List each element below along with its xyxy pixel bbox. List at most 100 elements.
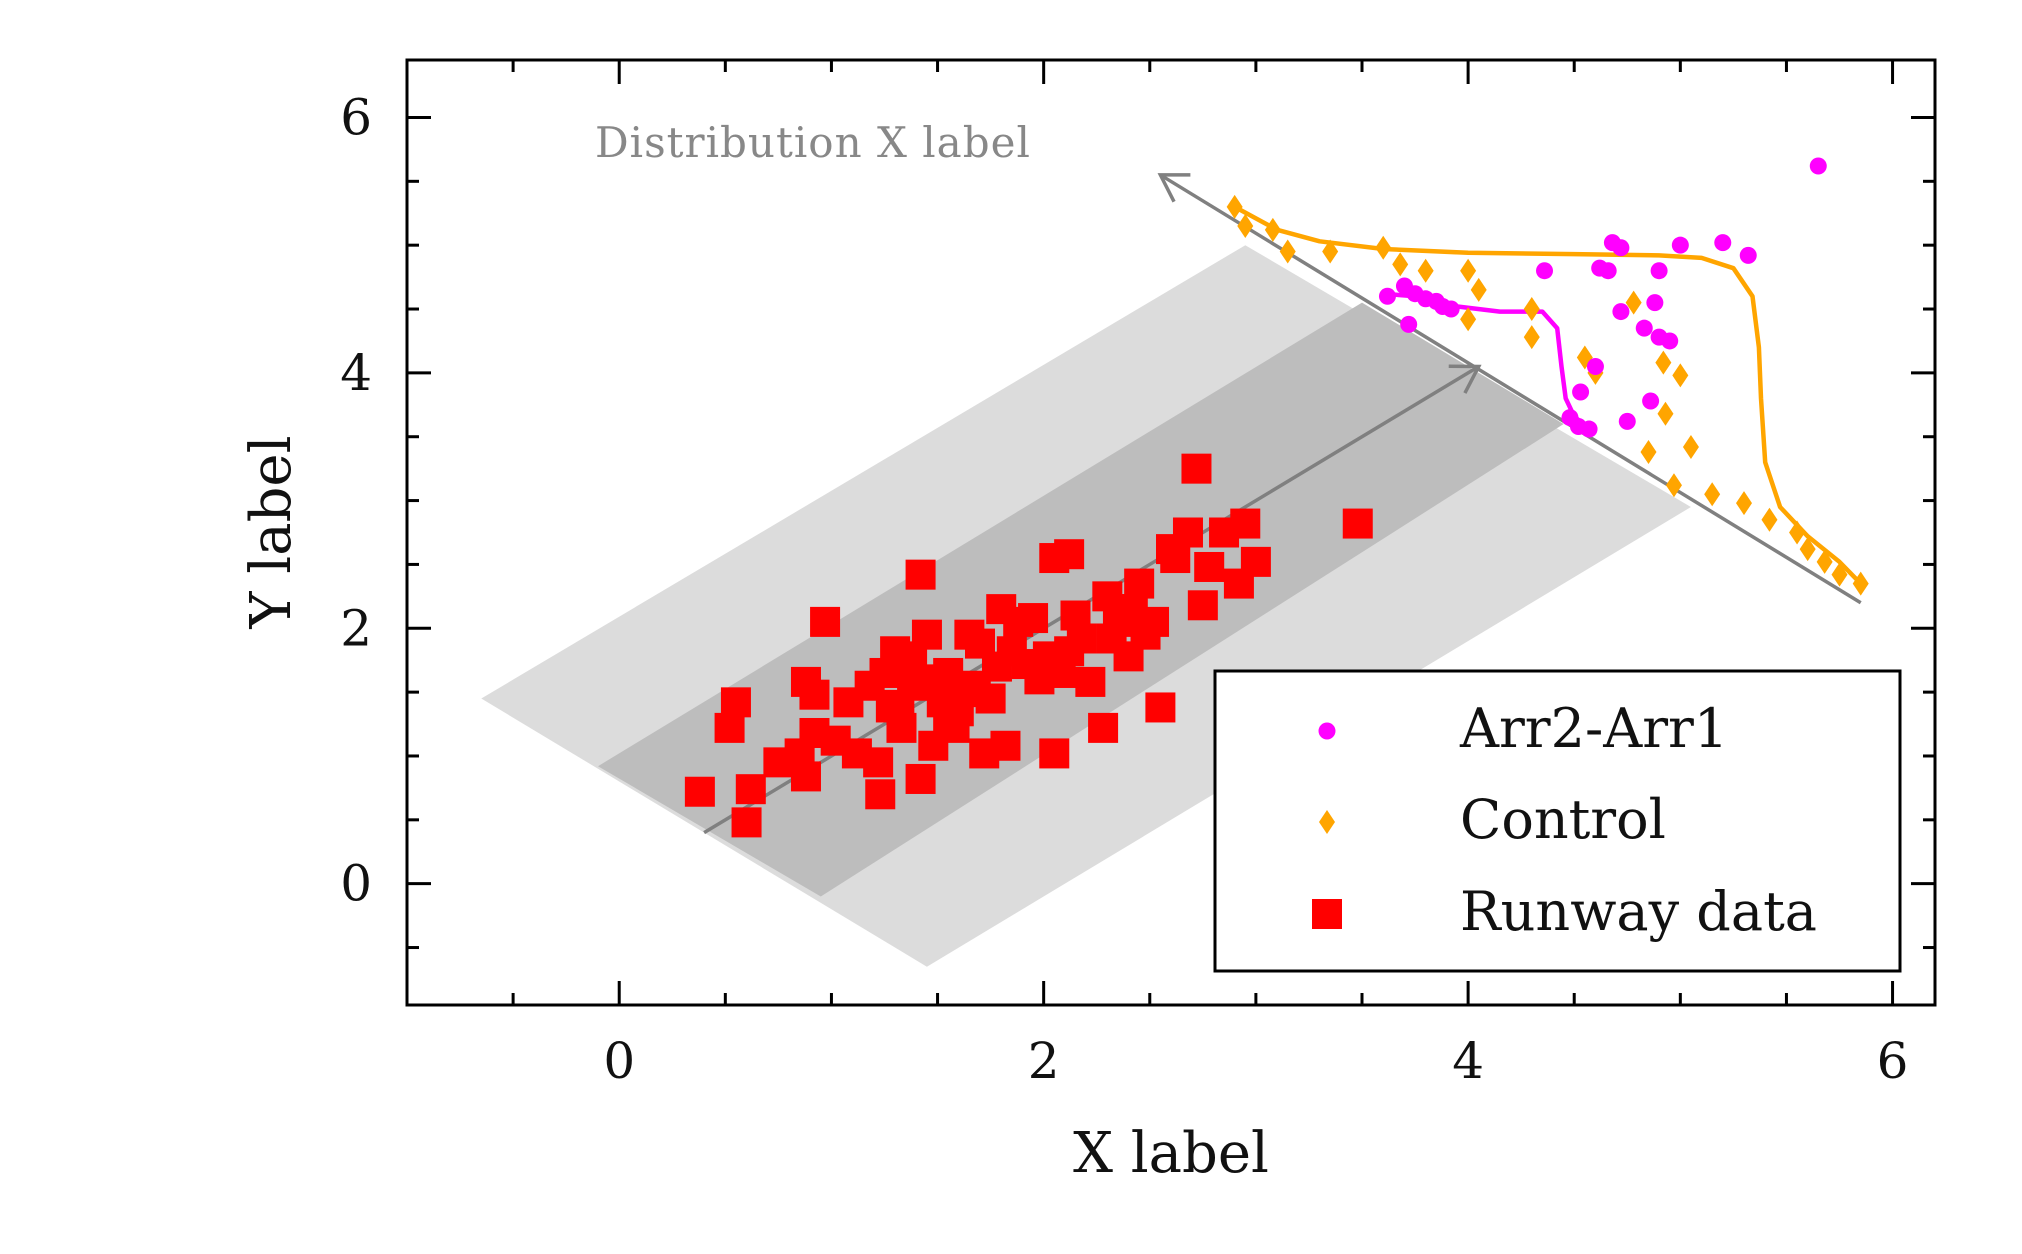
arr2-arr1-point-5 bbox=[1739, 246, 1757, 264]
control-point-19 bbox=[1640, 440, 1657, 465]
y-tick-label: 6 bbox=[340, 88, 372, 146]
control-point-23 bbox=[1736, 491, 1752, 516]
runway-data-point-59 bbox=[905, 559, 936, 590]
arr2-arr1-point-19 bbox=[1612, 303, 1630, 321]
arr2-arr1-point-23 bbox=[1586, 357, 1604, 375]
arr2-arr1-point-10 bbox=[1378, 287, 1396, 305]
control-point-25 bbox=[1789, 520, 1806, 545]
runway-data-point-40 bbox=[1145, 692, 1176, 723]
runway-data-point-47 bbox=[1230, 508, 1261, 539]
runway-data-point-76 bbox=[996, 636, 1027, 667]
arr2-arr1-point-16 bbox=[1442, 300, 1460, 318]
runway-data-point-33 bbox=[1088, 712, 1119, 743]
arr2-arr1-point-22 bbox=[1661, 332, 1679, 350]
runway-data-point-49 bbox=[1342, 508, 1373, 539]
control-point-26 bbox=[1799, 537, 1816, 562]
control-point-9 bbox=[1470, 277, 1487, 302]
runway-data-point-75 bbox=[960, 670, 991, 701]
control-point-15 bbox=[1625, 290, 1642, 315]
control-point-4 bbox=[1322, 239, 1339, 264]
density-curve-0 bbox=[1232, 204, 1863, 586]
legend-marker-runway-data bbox=[1312, 899, 1342, 929]
runway-data-point-66 bbox=[1092, 581, 1123, 612]
control-point-8 bbox=[1392, 252, 1409, 277]
arr2-arr1-point-29 bbox=[1618, 412, 1636, 430]
runway-data-point-44 bbox=[1194, 551, 1225, 582]
runway-data-point-70 bbox=[869, 657, 900, 688]
control-point-6 bbox=[1417, 258, 1434, 283]
runway-data-point-10 bbox=[865, 779, 896, 810]
control-point-7 bbox=[1460, 258, 1477, 283]
runway-data-point-2 bbox=[735, 774, 766, 805]
control-point-22 bbox=[1704, 482, 1721, 507]
x-tick-label: 2 bbox=[1028, 1032, 1060, 1090]
legend-label-arr2-arr1: Arr2-Arr1 bbox=[1459, 697, 1728, 760]
distribution-axis-arrow-head bbox=[1157, 173, 1191, 203]
runway-data-point-61 bbox=[965, 628, 995, 659]
runway-data-point-48 bbox=[1240, 546, 1271, 577]
arr2-arr1-point-6 bbox=[1536, 262, 1554, 280]
arr2-arr1-point-8 bbox=[1599, 262, 1617, 280]
arr2-arr1-point-25 bbox=[1642, 392, 1660, 410]
runway-data-point-32 bbox=[1075, 666, 1106, 697]
runway-data-point-43 bbox=[1181, 453, 1212, 484]
runway-data-point-79 bbox=[1109, 606, 1140, 637]
runway-data-point-24 bbox=[990, 730, 1021, 761]
runway-data-point-53 bbox=[799, 679, 830, 710]
control-point-16 bbox=[1655, 350, 1672, 375]
legend-marker-control bbox=[1319, 810, 1335, 834]
control-point-2 bbox=[1264, 217, 1281, 242]
control-point-17 bbox=[1672, 363, 1689, 388]
control-point-20 bbox=[1682, 434, 1699, 459]
x-axis-label: X label bbox=[1073, 1121, 1269, 1186]
runway-data-point-62 bbox=[986, 594, 1017, 625]
arr2-arr1-point-20 bbox=[1635, 319, 1653, 337]
runway-data-point-9 bbox=[863, 747, 894, 778]
runway-data-point-65 bbox=[1054, 539, 1085, 570]
control-point-1 bbox=[1237, 214, 1254, 239]
y-tick-label: 4 bbox=[340, 344, 372, 402]
control-point-3 bbox=[1279, 239, 1296, 264]
control-point-5 bbox=[1375, 235, 1392, 260]
runway-data-point-69 bbox=[1187, 590, 1218, 621]
legend-marker-arr2-arr1 bbox=[1318, 722, 1336, 740]
runway-data-point-78 bbox=[1066, 623, 1097, 654]
runway-data-point-5 bbox=[790, 761, 821, 792]
arr2-arr1-point-4 bbox=[1714, 234, 1732, 252]
legend-label-runway-data: Runway data bbox=[1460, 880, 1817, 943]
legend: Arr2-Arr1 Control Runway data bbox=[1213, 669, 1902, 973]
distribution-axis-arrow-shaft bbox=[1159, 173, 1862, 605]
legend-label-control: Control bbox=[1460, 788, 1666, 851]
control-point-21 bbox=[1665, 473, 1682, 498]
control-point-12 bbox=[1523, 325, 1540, 350]
control-point-18 bbox=[1657, 401, 1674, 426]
runway-data-point-74 bbox=[933, 702, 964, 733]
arr2-arr1-point-18 bbox=[1646, 294, 1664, 312]
legend-swatch-runway-data bbox=[1312, 899, 1342, 929]
legend-swatch-arr2-arr1 bbox=[1318, 722, 1336, 740]
data-points bbox=[684, 157, 1869, 838]
runway-data-point-54 bbox=[810, 606, 841, 637]
x-tick-label: 6 bbox=[1877, 1032, 1909, 1090]
arr2-arr1-point-0 bbox=[1809, 157, 1827, 175]
y-tick-label: 2 bbox=[340, 599, 372, 657]
runway-data-point-37 bbox=[1124, 568, 1155, 599]
runway-data-point-71 bbox=[884, 689, 915, 720]
arr2-arr1-point-9 bbox=[1650, 262, 1668, 280]
runway-data-point-28 bbox=[1039, 738, 1070, 769]
control-point-24 bbox=[1761, 507, 1778, 532]
arr2-arr1-point-2 bbox=[1612, 239, 1630, 257]
runway-data-point-1 bbox=[731, 807, 762, 838]
main-axis-arrow-head bbox=[1448, 364, 1482, 394]
x-tick-label: 4 bbox=[1452, 1032, 1484, 1090]
control-point-0 bbox=[1226, 194, 1243, 219]
runway-data-point-77 bbox=[1032, 641, 1063, 672]
runway-data-point-0 bbox=[684, 776, 715, 807]
arr2-arr1-point-28 bbox=[1580, 420, 1598, 438]
control-point-27 bbox=[1816, 549, 1833, 574]
runway-data-point-14 bbox=[905, 763, 936, 794]
control-point-28 bbox=[1831, 562, 1848, 587]
runway-data-point-63 bbox=[1018, 603, 1049, 634]
